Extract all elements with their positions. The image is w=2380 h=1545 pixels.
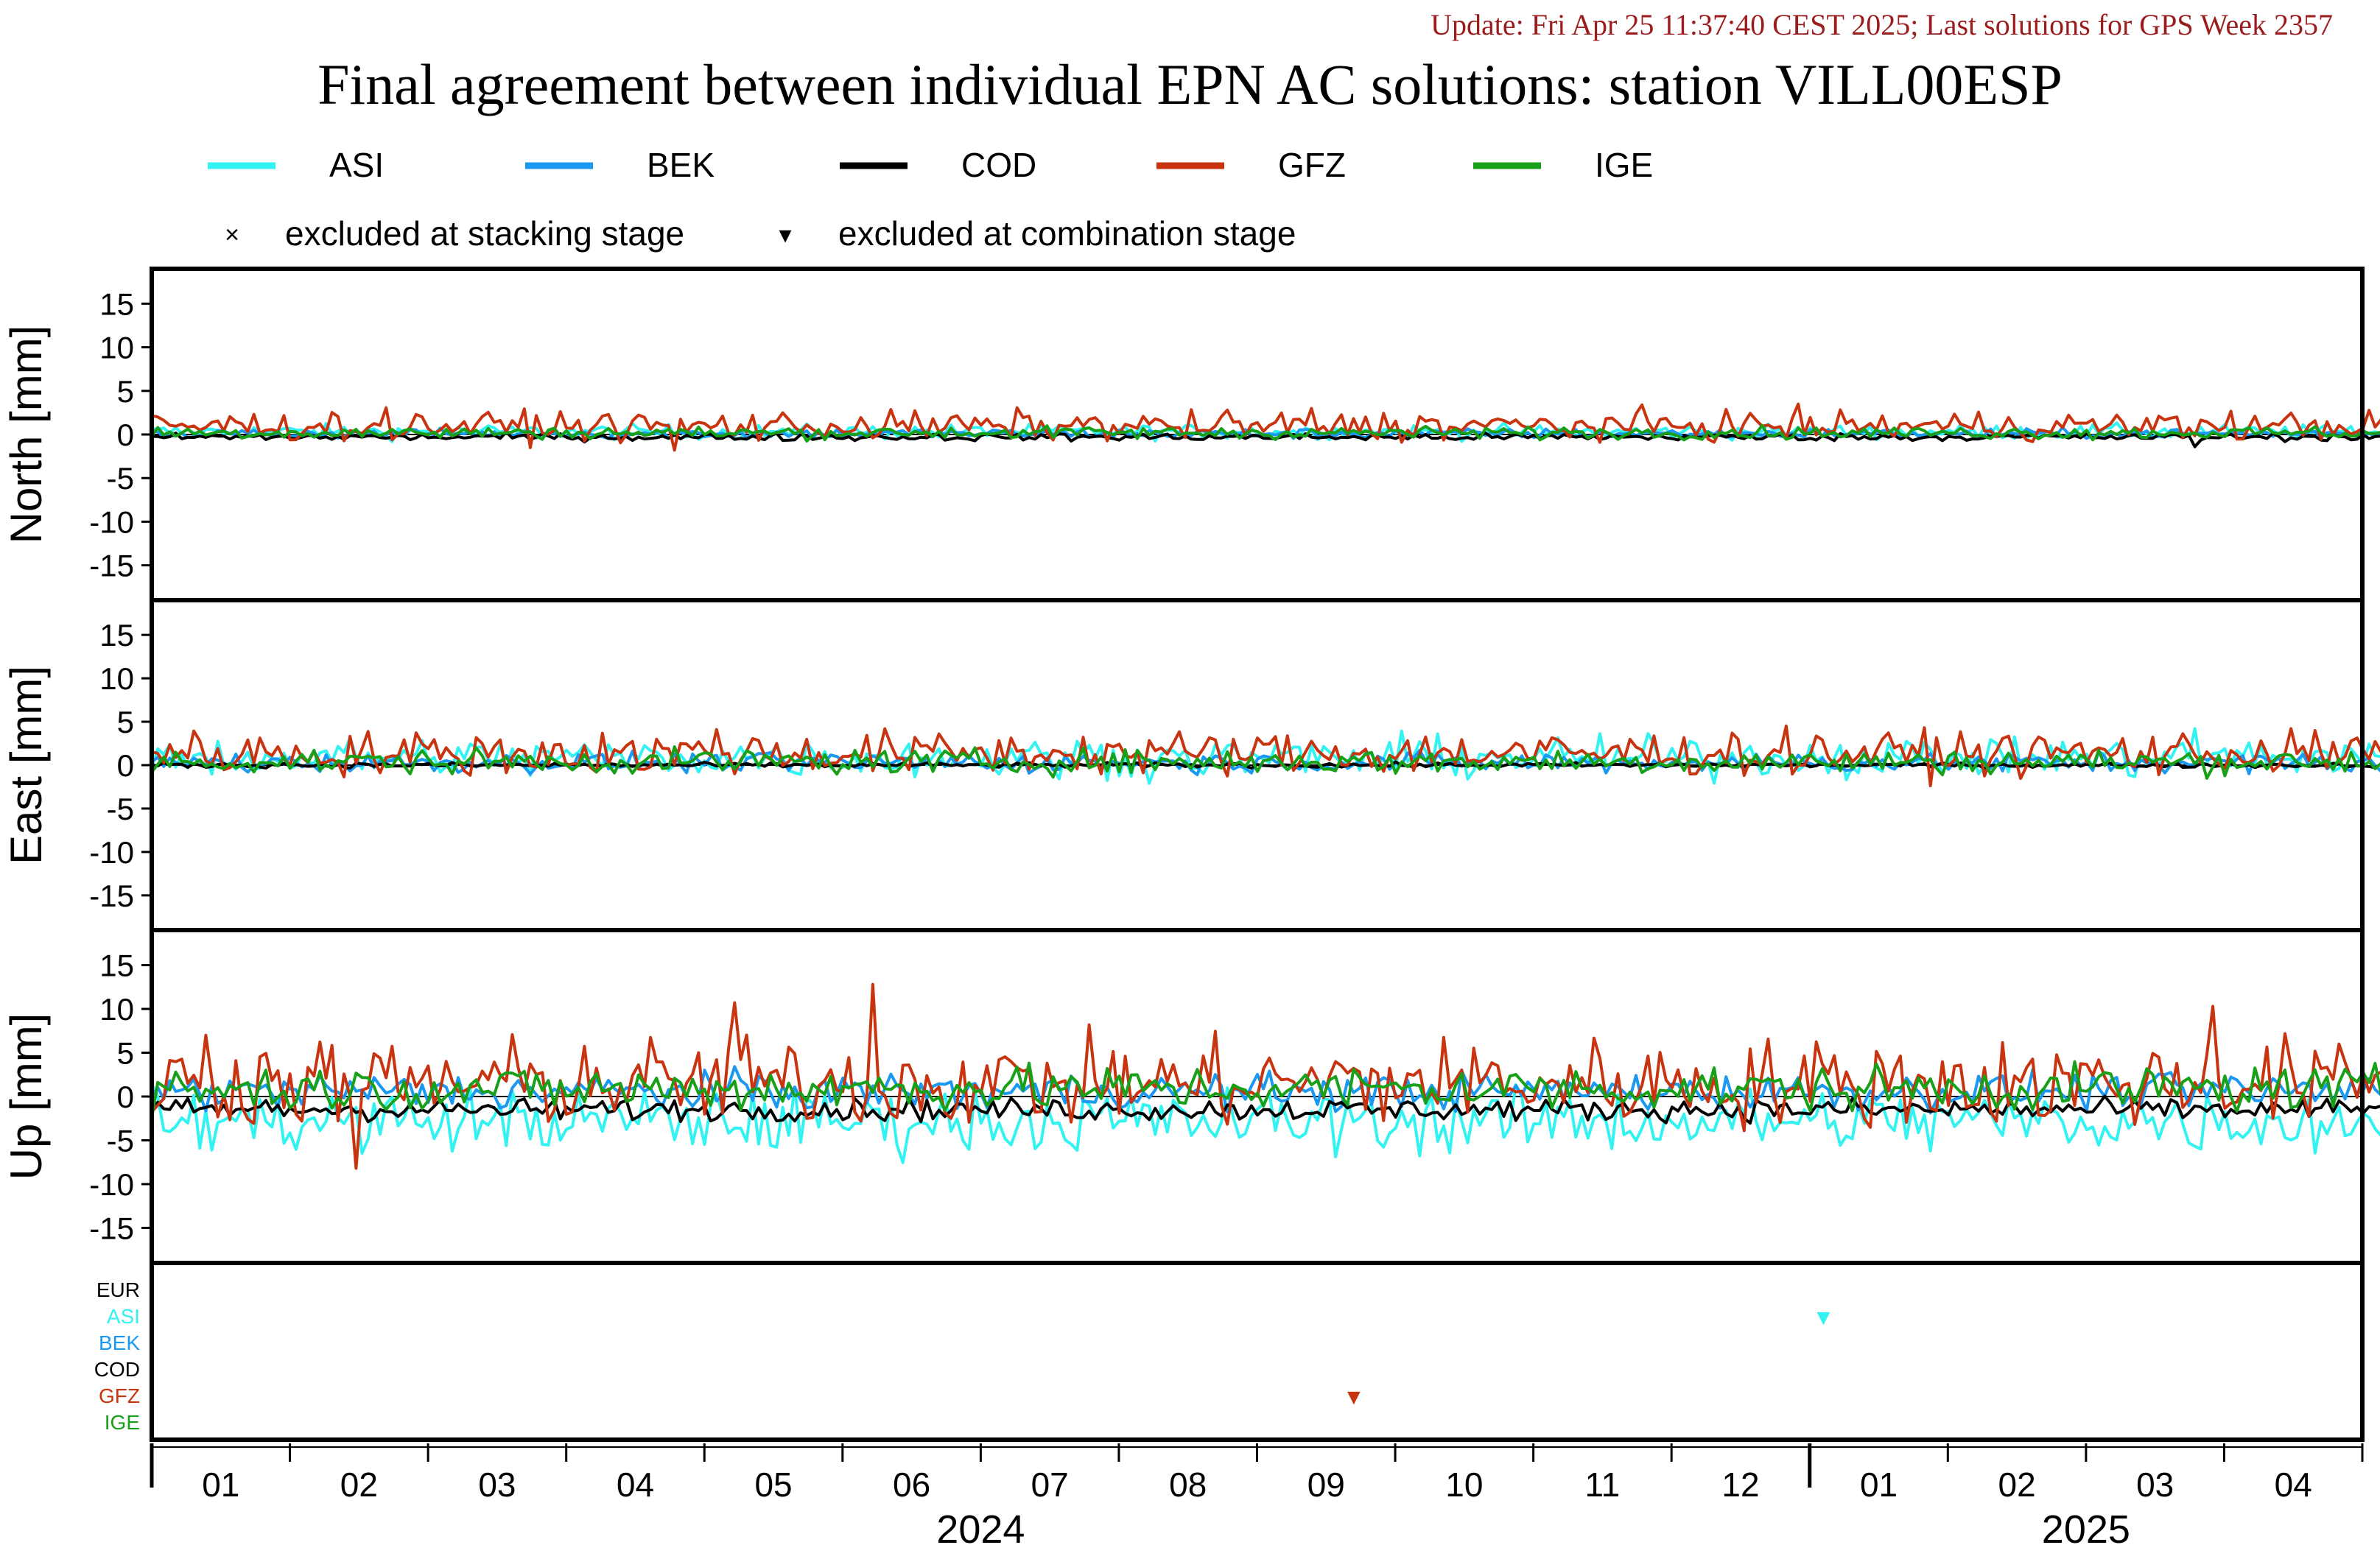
- month-label: 05: [754, 1465, 792, 1504]
- month-label: 04: [2275, 1465, 2312, 1504]
- up-y-tick-label: -10: [89, 1167, 134, 1202]
- time-series-panels: 15 10 5 0 -5 -10 -15 North [mm] 15 10 5 0 -5 -10 -15 Ea…: [1, 267, 2380, 1265]
- legend-marker-label: excluded at stacking stage: [285, 214, 684, 253]
- exclusion-mark: ▼: [1813, 1306, 1835, 1330]
- up-y-tick-label: 5: [117, 1036, 134, 1071]
- exclusion-row-cod: COD: [94, 1358, 140, 1381]
- up-y-tick-label: -5: [107, 1123, 134, 1158]
- legend: ASI BEK COD GFZ IGE × excluded at stacking sta…: [208, 146, 1653, 253]
- east-y-tick-label: 5: [117, 705, 134, 739]
- month-label: 08: [1169, 1465, 1207, 1504]
- north-series-ige-0: [150, 423, 2380, 443]
- north-y-tick-label: 10: [99, 331, 134, 365]
- month-label: 06: [893, 1465, 930, 1504]
- exclusion-row-gfz: GFZ: [99, 1384, 140, 1407]
- up-series-bek-0: [150, 1065, 2380, 1115]
- north-y-tick-label: 5: [117, 374, 134, 409]
- up-y-tick-label: 0: [117, 1080, 134, 1114]
- north-y-tick-label: 15: [99, 286, 134, 321]
- up-y-tick-label: -15: [89, 1211, 134, 1245]
- east-y-tick-label: -10: [89, 835, 134, 870]
- chart-title: Final agreement between individual EPN A…: [317, 52, 2063, 116]
- up-series-cod-0: [150, 1094, 2380, 1125]
- up-y-tick-label: 15: [99, 949, 134, 983]
- exclusion-row-eur: EUR: [96, 1278, 140, 1301]
- up-series-asi-0: [150, 1083, 2380, 1164]
- up-series-gfz-0: [150, 982, 2380, 1170]
- north-y-tick-label: -10: [89, 504, 134, 539]
- month-label: 04: [617, 1465, 654, 1504]
- up-series-ige-0: [150, 1060, 2380, 1119]
- north-axis-label: North [mm]: [1, 325, 51, 544]
- month-label: 07: [1031, 1465, 1069, 1504]
- month-label: 09: [1307, 1465, 1345, 1504]
- north-y-tick-label: 0: [117, 418, 134, 452]
- month-label: 02: [340, 1465, 378, 1504]
- legend-label-bek: BEK: [647, 146, 715, 184]
- legend-marker-symbol: ▾: [779, 221, 791, 249]
- month-label: 02: [1998, 1465, 2036, 1504]
- year-label: 2025: [2042, 1507, 2130, 1545]
- month-label: 10: [1445, 1465, 1483, 1504]
- legend-label-cod: COD: [961, 146, 1036, 184]
- east-y-tick-label: -15: [89, 879, 134, 913]
- legend-label-asi: ASI: [329, 146, 384, 184]
- month-label: 12: [1721, 1465, 1759, 1504]
- up-y-tick-label: 10: [99, 992, 134, 1027]
- east-y-tick-label: 10: [99, 661, 134, 696]
- up-axis-label: Up [mm]: [1, 1013, 51, 1180]
- month-label: 03: [478, 1465, 516, 1504]
- east-y-tick-label: -5: [107, 792, 134, 826]
- month-label: 01: [1860, 1465, 1898, 1504]
- legend-marker-label: excluded at combination stage: [838, 214, 1296, 253]
- exclusion-mark: ▼: [1343, 1385, 1365, 1409]
- exclusion-row-bek: BEK: [99, 1331, 140, 1354]
- east-y-tick-label: 0: [117, 748, 134, 783]
- month-label: 11: [1585, 1465, 1621, 1504]
- month-label: 01: [202, 1465, 239, 1504]
- north-y-tick-label: -15: [89, 549, 134, 583]
- legend-label-ige: IGE: [1595, 146, 1653, 184]
- north-series-cod-0: [151, 430, 2380, 448]
- east-axis-label: East [mm]: [1, 666, 51, 865]
- exclusion-row-ige: IGE: [105, 1411, 140, 1434]
- exclusion-row-asi: ASI: [107, 1305, 140, 1328]
- east-y-tick-label: 15: [99, 618, 134, 652]
- east-series-ige-0: [150, 745, 2380, 780]
- month-label: 03: [2136, 1465, 2174, 1504]
- legend-label-gfz: GFZ: [1278, 146, 1346, 184]
- time-axis: 01 02 03 04 05 06 07 08 09 10 11 12 01 02 03 04 2024 2025: [150, 1443, 2364, 1545]
- update-timestamp: Update: Fri Apr 25 11:37:40 CEST 2025; L…: [1431, 8, 2333, 41]
- year-label: 2024: [936, 1507, 1025, 1545]
- exclusion-panel-frame: [150, 1261, 2365, 1442]
- legend-marker-symbol: ×: [225, 221, 239, 249]
- north-y-tick-label: -5: [107, 461, 134, 496]
